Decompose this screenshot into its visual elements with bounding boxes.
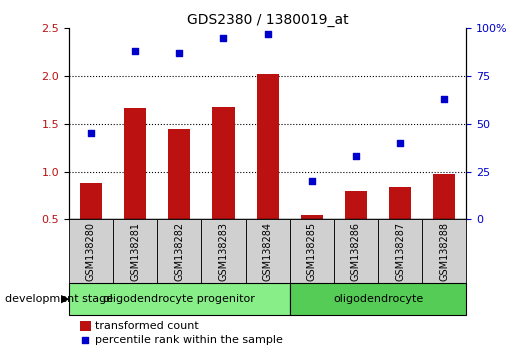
Bar (334, 219, 378, 283)
Bar (290, 219, 334, 283)
Point (263, 31, 272, 37)
Text: oligodendrocyte progenitor: oligodendrocyte progenitor (103, 294, 255, 304)
Text: GSM138284: GSM138284 (263, 222, 272, 281)
Point (440, 96, 448, 102)
Bar (157, 219, 201, 283)
Point (219, 35, 228, 41)
Point (175, 50, 183, 56)
Bar (69, 283, 290, 315)
Text: oligodendrocyte: oligodendrocyte (333, 294, 423, 304)
Bar (80, 321, 91, 331)
Bar (290, 283, 466, 315)
Point (352, 154, 360, 159)
Bar (422, 219, 466, 283)
Bar (124, 108, 146, 219)
Bar (201, 219, 245, 283)
Text: GSM138283: GSM138283 (218, 222, 228, 281)
Text: ▶: ▶ (61, 294, 69, 304)
Text: GSM138285: GSM138285 (307, 222, 317, 281)
Bar (69, 219, 113, 283)
Text: GSM138288: GSM138288 (439, 222, 449, 281)
Bar (301, 215, 323, 219)
Point (87, 131, 95, 136)
Bar (434, 173, 455, 219)
Point (307, 178, 316, 184)
Bar (378, 219, 422, 283)
Text: development stage: development stage (5, 294, 113, 304)
Point (131, 48, 139, 54)
Bar (257, 74, 279, 219)
Bar (168, 129, 190, 219)
Title: GDS2380 / 1380019_at: GDS2380 / 1380019_at (187, 13, 348, 27)
Text: GSM138280: GSM138280 (86, 222, 96, 281)
Bar (245, 219, 290, 283)
Point (396, 140, 404, 146)
Bar (389, 187, 411, 219)
Text: GSM138286: GSM138286 (351, 222, 361, 281)
Text: GSM138281: GSM138281 (130, 222, 140, 281)
Bar (345, 191, 367, 219)
Bar (213, 107, 234, 219)
Text: transformed count: transformed count (95, 321, 199, 331)
Bar (80, 183, 102, 219)
Text: GSM138287: GSM138287 (395, 222, 405, 281)
Text: GSM138282: GSM138282 (174, 222, 184, 281)
Text: percentile rank within the sample: percentile rank within the sample (95, 335, 283, 345)
Bar (113, 219, 157, 283)
